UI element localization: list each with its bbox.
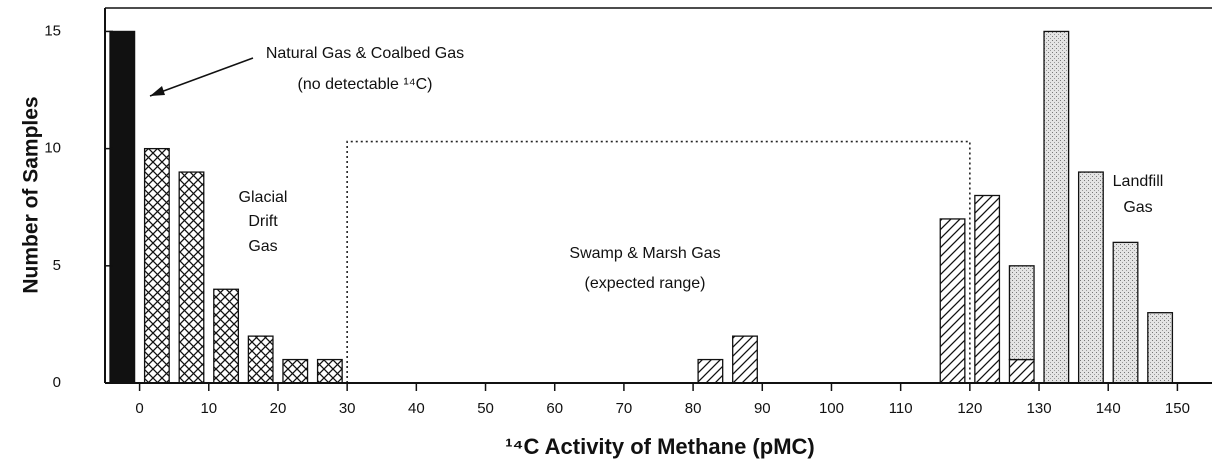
y-tick-label: 10 — [44, 140, 61, 157]
bar — [1112, 241, 1139, 384]
annotation: Landfill — [1113, 173, 1164, 190]
bar — [1077, 171, 1104, 384]
x-tick-label: 40 — [408, 400, 425, 417]
bar — [213, 288, 240, 384]
y-tick-label: 15 — [44, 22, 61, 39]
bar — [1043, 30, 1070, 384]
arrow-head — [150, 86, 165, 96]
x-tick-label: 110 — [889, 400, 913, 417]
annotation: Natural Gas & Coalbed Gas — [266, 45, 464, 62]
annotation: Gas — [248, 238, 277, 255]
bar — [1008, 265, 1035, 361]
bar — [282, 358, 309, 384]
annotation: Glacial — [239, 189, 288, 206]
expected-range-box — [346, 140, 971, 383]
y-tick-label: 5 — [53, 257, 61, 274]
x-tick-label: 130 — [1027, 400, 1052, 417]
x-tick-label: 100 — [819, 400, 844, 417]
bar — [143, 147, 170, 384]
x-tick-label: 90 — [754, 400, 771, 417]
bar — [316, 358, 343, 384]
bar — [697, 358, 724, 384]
x-tick-label: 10 — [200, 400, 217, 417]
y-tick-label: 0 — [53, 374, 61, 391]
x-tick-label: 80 — [685, 400, 702, 417]
bar — [247, 335, 274, 384]
x-tick-label: 120 — [957, 400, 982, 417]
annotation: (no detectable ¹⁴C) — [298, 76, 433, 93]
bar — [178, 171, 205, 384]
x-tick-label: 140 — [1096, 400, 1121, 417]
bar — [1008, 358, 1035, 384]
x-axis-label: ¹⁴C Activity of Methane (pMC) — [505, 434, 815, 459]
x-tick-label: 30 — [339, 400, 356, 417]
bar — [1147, 312, 1174, 384]
bar — [939, 218, 966, 384]
annotation: Drift — [248, 213, 278, 230]
x-tick-label: 60 — [546, 400, 563, 417]
x-tick-label: 50 — [477, 400, 494, 417]
x-tick-label: 70 — [616, 400, 633, 417]
bar — [974, 194, 1001, 384]
bar — [732, 335, 758, 384]
y-axis-label: Number of Samples — [20, 96, 43, 293]
annotation: Swamp & Marsh Gas — [569, 245, 720, 262]
annotation: Gas — [1123, 199, 1152, 216]
x-tick-label: 20 — [270, 400, 287, 417]
annotation-arrow — [149, 57, 254, 97]
bar — [109, 30, 136, 384]
x-tick-label: 0 — [135, 400, 143, 417]
annotation: (expected range) — [585, 275, 706, 292]
x-tick-label: 150 — [1165, 400, 1190, 417]
